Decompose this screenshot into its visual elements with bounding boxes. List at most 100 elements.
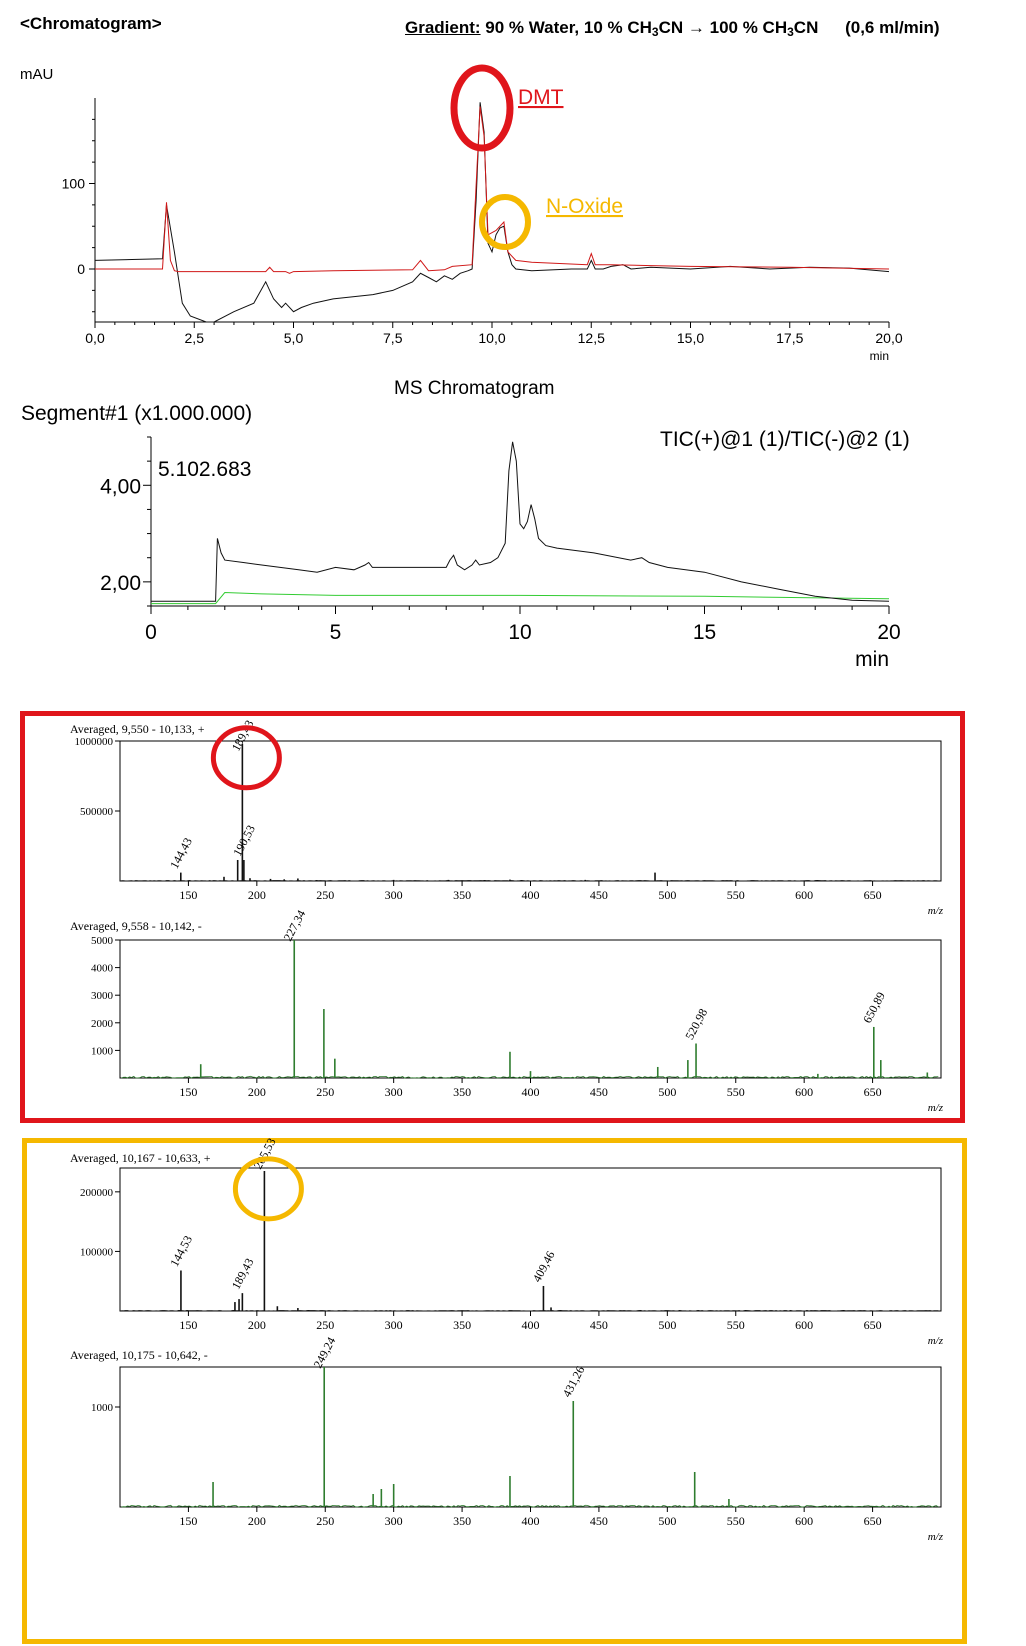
uv-trace-red bbox=[95, 106, 890, 274]
uv-x-tick-label: 12,5 bbox=[578, 330, 605, 346]
flow-rate: (0,6 ml/min) bbox=[845, 18, 940, 37]
spectrum-peak-label: 144,53 bbox=[167, 1233, 195, 1269]
spectrum-x-tick-label: 500 bbox=[658, 1085, 676, 1099]
spectrum-x-tick-label: 350 bbox=[453, 1085, 471, 1099]
spectrum-x-unit: m/z bbox=[928, 1335, 944, 1347]
uv-x-tick-label: 10,0 bbox=[478, 330, 505, 346]
spectrum-frame bbox=[119, 939, 942, 1079]
gradient-sub-2: 3 bbox=[787, 25, 794, 39]
spectrum-x-tick-label: 600 bbox=[795, 888, 813, 902]
ms-trace-green bbox=[151, 591, 890, 605]
uv-x-tick-label: 17,5 bbox=[776, 330, 803, 346]
spectrum-peak-label: 431,26 bbox=[560, 1364, 588, 1400]
spectrum-y-tick-label: 500000 bbox=[80, 806, 114, 818]
spectrum-x-tick-label: 200 bbox=[248, 1318, 266, 1332]
gradient-end: 100 % CH bbox=[709, 18, 788, 37]
noxide-highlight-circle bbox=[479, 194, 531, 250]
spectrum-baseline-noise bbox=[121, 1309, 939, 1312]
gradient-start: 90 % Water, 10 % CH bbox=[485, 18, 652, 37]
ms-max-value: 5.102.683 bbox=[158, 458, 252, 481]
gradient-cn-1: CN bbox=[658, 18, 684, 37]
spectrum-x-tick-label: 650 bbox=[864, 888, 882, 902]
ms-x-tick-label: 10 bbox=[508, 621, 531, 644]
spectrum-x-unit: m/z bbox=[928, 1102, 944, 1114]
spectrum-title: Averaged, 10,167 - 10,633, + bbox=[70, 1151, 211, 1165]
noxide-spectra-frame bbox=[22, 1138, 967, 1644]
uv-x-tick-label: 0,0 bbox=[85, 330, 105, 346]
spectrum-x-tick-label: 250 bbox=[316, 888, 334, 902]
spectrum-x-tick-label: 200 bbox=[248, 888, 266, 902]
ms-x-unit: min bbox=[855, 648, 889, 671]
spectrum-x-tick-label: 450 bbox=[590, 888, 608, 902]
spectrum-y-tick-label: 1000 bbox=[91, 1045, 114, 1057]
uv-x-tick-label: 2,5 bbox=[185, 330, 205, 346]
spectrum-y-tick-label: 1000 bbox=[91, 1402, 114, 1414]
peak-highlight-circle bbox=[210, 725, 282, 791]
spectrum-x-tick-label: 500 bbox=[658, 1318, 676, 1332]
spectrum-y-tick-label: 3000 bbox=[91, 990, 114, 1002]
ms-x-tick-label: 15 bbox=[693, 621, 716, 644]
segment-label: Segment#1 (x1.000.000) bbox=[21, 402, 253, 425]
spectrum-frame bbox=[119, 1366, 942, 1508]
ms-x-tick-label: 20 bbox=[877, 621, 900, 644]
gradient-label: Gradient: bbox=[405, 18, 481, 37]
uv-x-unit: min bbox=[870, 349, 889, 363]
ms-x-tick-label: 5 bbox=[330, 621, 342, 644]
spectrum-x-tick-label: 250 bbox=[316, 1085, 334, 1099]
spectrum-x-tick-label: 650 bbox=[864, 1085, 882, 1099]
ms-x-tick-label: 0 bbox=[145, 621, 157, 644]
gradient-sub-1: 3 bbox=[651, 25, 659, 39]
spectrum-y-tick-label: 200000 bbox=[80, 1187, 114, 1199]
spectrum-x-tick-label: 450 bbox=[590, 1085, 608, 1099]
spectrum-title: Averaged, 9,558 - 10,142, - bbox=[70, 919, 202, 933]
spectrum-x-unit: m/z bbox=[928, 1531, 944, 1543]
spectrum-peak-label: 144,43 bbox=[167, 835, 195, 871]
dmt-spectra-frame bbox=[20, 711, 965, 1123]
spectrum-x-tick-label: 350 bbox=[453, 1514, 471, 1528]
peak-highlight-circle bbox=[232, 1156, 304, 1222]
dmt-label: DMT bbox=[518, 86, 564, 109]
spectrum-x-tick-label: 300 bbox=[385, 1514, 403, 1528]
spectrum-x-tick-label: 600 bbox=[795, 1085, 813, 1099]
spectrum-y-tick-label: 2000 bbox=[91, 1018, 114, 1030]
uv-x-tick-label: 7,5 bbox=[383, 330, 403, 346]
spectrum-x-tick-label: 150 bbox=[179, 1514, 197, 1528]
spectrum-x-tick-label: 550 bbox=[727, 888, 745, 902]
spectrum-baseline-noise bbox=[121, 1504, 939, 1508]
spectrum-x-tick-label: 450 bbox=[590, 1514, 608, 1528]
spectrum-y-tick-label: 1000000 bbox=[75, 736, 114, 748]
spectrum-x-tick-label: 350 bbox=[453, 888, 471, 902]
spectrum-peak-label: 189,43 bbox=[229, 1256, 257, 1292]
ms-y-tick-label: 4,00 bbox=[100, 475, 141, 498]
spectrum-x-tick-label: 550 bbox=[727, 1085, 745, 1099]
ms-trace-black bbox=[151, 441, 890, 602]
spectrum-x-tick-label: 150 bbox=[179, 1318, 197, 1332]
uv-x-tick-label: 20,0 bbox=[875, 330, 902, 346]
spectrum-x-tick-label: 400 bbox=[522, 1085, 540, 1099]
spectrum-x-tick-label: 300 bbox=[385, 1085, 403, 1099]
spectrum-title: Averaged, 10,175 - 10,642, - bbox=[70, 1348, 208, 1362]
spectrum-y-tick-label: 100000 bbox=[80, 1246, 114, 1258]
spectrum-x-tick-label: 550 bbox=[727, 1514, 745, 1528]
tic-label: TIC(+)@1 (1)/TIC(-)@2 (1) bbox=[660, 428, 910, 451]
spectrum-x-tick-label: 600 bbox=[795, 1318, 813, 1332]
arrow-icon: → bbox=[687, 18, 705, 37]
spectrum-y-tick-label: 4000 bbox=[91, 963, 114, 975]
uv-x-tick-label: 5,0 bbox=[284, 330, 304, 346]
uv-x-tick-label: 15,0 bbox=[677, 330, 704, 346]
gradient-info: Gradient: 90 % Water, 10 % CH3CN → 100 %… bbox=[405, 18, 940, 39]
spectrum-x-unit: m/z bbox=[928, 905, 944, 917]
spectrum-y-tick-label: 5000 bbox=[91, 935, 114, 947]
spectrum-x-tick-label: 250 bbox=[316, 1514, 334, 1528]
spectrum-x-tick-label: 350 bbox=[453, 1318, 471, 1332]
uv-trace-black bbox=[94, 102, 890, 323]
spectrum-peak-label: 190,53 bbox=[230, 823, 258, 859]
spectrum-peak-label: 650,89 bbox=[860, 990, 888, 1026]
gradient-cn-2: CN bbox=[793, 18, 819, 37]
spectrum-x-tick-label: 500 bbox=[658, 1514, 676, 1528]
uv-y-tick-label: 100 bbox=[62, 175, 86, 191]
spectrum-x-tick-label: 200 bbox=[248, 1514, 266, 1528]
spectrum-x-tick-label: 250 bbox=[316, 1318, 334, 1332]
